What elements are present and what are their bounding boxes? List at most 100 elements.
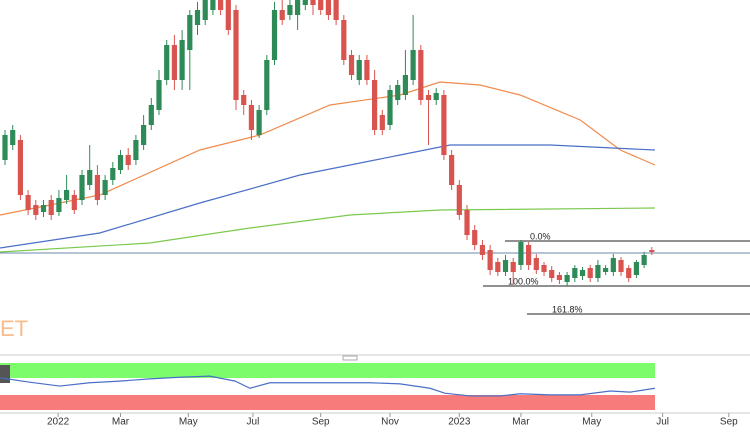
candle-body (40, 205, 47, 212)
candle-body (2, 135, 8, 160)
candle-body (441, 95, 447, 155)
candle-body (164, 45, 170, 80)
candle-body (379, 115, 385, 130)
x-tick-label: Jul (656, 417, 669, 428)
candle-body (194, 10, 201, 25)
candle-body (449, 155, 455, 185)
watermark: ET (0, 316, 28, 341)
candle-body (572, 268, 578, 278)
x-tick-label: Mar (112, 417, 130, 428)
candle-body (33, 205, 39, 215)
candle-body (495, 262, 501, 272)
candle-body (649, 250, 655, 252)
candle-body (425, 95, 432, 100)
candle-body (256, 110, 262, 135)
candle-body (479, 245, 486, 255)
candle-body (418, 50, 424, 100)
candle-body (25, 195, 31, 210)
candle-body (333, 0, 339, 20)
candle-body (56, 198, 62, 212)
candle-body (79, 175, 85, 200)
candle-body (10, 130, 16, 145)
candle-body (364, 60, 370, 80)
candle-body (341, 20, 347, 60)
x-tick-label: Nov (381, 417, 399, 428)
candle-body (148, 105, 154, 125)
candle-body (264, 60, 270, 110)
candle-body (395, 85, 401, 100)
candle-body (302, 0, 308, 5)
candle-body (510, 262, 516, 272)
candle-body (610, 258, 616, 272)
candle-body (156, 80, 162, 110)
candle-body (433, 93, 439, 100)
candle-body (595, 265, 601, 278)
overbought-band (0, 363, 655, 378)
candle-body (141, 125, 147, 145)
candle-body (187, 15, 193, 50)
plot-area: 0.0% 100.0% 161.8% (0, 0, 750, 315)
candle-body (110, 168, 116, 180)
candle-body (241, 95, 247, 105)
indicator-marker (0, 365, 10, 383)
candle-body (541, 265, 547, 272)
fib-label: 0.0% (530, 231, 551, 241)
candle-body (641, 255, 647, 265)
x-tick-label: Sep (312, 417, 330, 428)
x-tick-label: 2023 (448, 417, 471, 428)
fib-label: 161.8% (552, 304, 583, 314)
candle-body (372, 80, 378, 130)
candle-body (179, 40, 185, 80)
x-tick-label: May (179, 417, 198, 428)
candle-body (402, 75, 409, 95)
candle-body (587, 268, 593, 278)
candle-body (518, 242, 524, 265)
fib-label: 100.0% (508, 276, 539, 286)
x-tick-label: Mar (512, 417, 530, 428)
resize-handle[interactable] (342, 355, 358, 361)
candle-body (487, 250, 493, 270)
candle-body (348, 55, 355, 75)
candle-body (225, 0, 231, 30)
candle-body (356, 60, 362, 80)
candle-body (456, 185, 462, 215)
candle-body (48, 200, 54, 215)
candle-body (210, 0, 216, 10)
candle-body (87, 170, 93, 185)
candle-body (310, 0, 316, 5)
candle-body (218, 0, 224, 10)
candle-body (464, 210, 470, 235)
candle-body (564, 275, 570, 282)
candle-body (556, 275, 563, 280)
candle-body (125, 155, 131, 165)
candle-body (287, 5, 293, 15)
x-tick-label: Sep (720, 417, 738, 428)
candle-body (71, 195, 77, 210)
x-tick-label: 2022 (47, 417, 70, 428)
candle-body (579, 270, 586, 276)
candle-body (295, 0, 301, 15)
candle-body (233, 10, 239, 100)
candle-body (549, 270, 555, 278)
candle-body (94, 175, 101, 200)
candle-body (502, 260, 509, 272)
x-tick-label: May (582, 417, 601, 428)
candle-body (603, 268, 609, 272)
candle-body (248, 105, 255, 130)
candle-body (117, 155, 124, 170)
candle-body (271, 10, 278, 60)
candle-body (618, 260, 624, 272)
candle-body (64, 190, 70, 200)
moving-average (0, 144, 655, 249)
candle-body (526, 245, 532, 265)
indicator-line (0, 375, 655, 397)
candle-body (626, 268, 632, 278)
candle-body (472, 230, 478, 245)
candle-body (102, 180, 108, 195)
candle-body (202, 0, 208, 20)
candle-body (533, 258, 539, 270)
candle-body (279, 10, 285, 20)
candle-body (318, 0, 324, 10)
oversold-band (0, 395, 655, 410)
